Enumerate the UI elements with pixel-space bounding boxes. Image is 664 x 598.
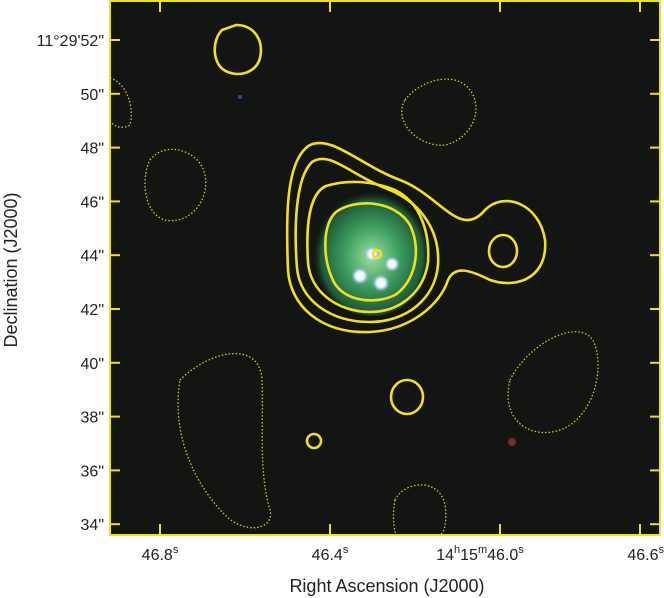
- x-tick-label: 46.8s: [142, 544, 179, 564]
- x-tick-unit: m: [478, 544, 487, 556]
- contours: [109, 23, 599, 536]
- y-tick-label: 34": [81, 517, 104, 534]
- y-axis-label: Declination (J2000): [1, 192, 21, 347]
- y-tick-label: 38": [81, 410, 104, 427]
- x-tick-number: 46.4: [312, 547, 343, 564]
- y-tick-label: 36": [81, 463, 104, 480]
- ticks: 11°29'52" 50" 48" 46" 44" 42" 40" 38" 36" 34" 46.8…: [37, 1, 664, 564]
- x-tick-number: 46.0: [487, 547, 518, 564]
- y-tick-label: 46": [81, 194, 104, 211]
- y-tick-label: 50": [81, 87, 104, 104]
- y-tick-label: 40": [81, 356, 104, 373]
- x-tick-unit: s: [518, 544, 524, 556]
- x-tick-unit: h: [454, 544, 460, 556]
- x-axis-label: Right Ascension (J2000): [289, 576, 484, 596]
- y-tick-label: 48": [81, 141, 104, 158]
- frame: [109, 0, 661, 536]
- x-tick-label: 14h15m46.0s: [436, 544, 524, 564]
- x-tick-unit: s: [173, 544, 179, 556]
- x-tick-unit: s: [343, 544, 349, 556]
- x-tick-unit: s: [659, 544, 664, 556]
- y-tick-label: 44": [81, 248, 104, 265]
- x-tick-number: 14: [436, 547, 454, 564]
- x-tick-number: 46.6: [627, 547, 658, 564]
- x-tick-number: 46.8: [142, 547, 173, 564]
- x-tick-label: 46.4s: [312, 544, 349, 564]
- y-tick-label: 42": [81, 302, 104, 319]
- x-tick-number: 15: [460, 547, 478, 564]
- x-tick-label: 46.6s: [627, 544, 664, 564]
- y-tick-label: 11°29'52": [37, 33, 104, 50]
